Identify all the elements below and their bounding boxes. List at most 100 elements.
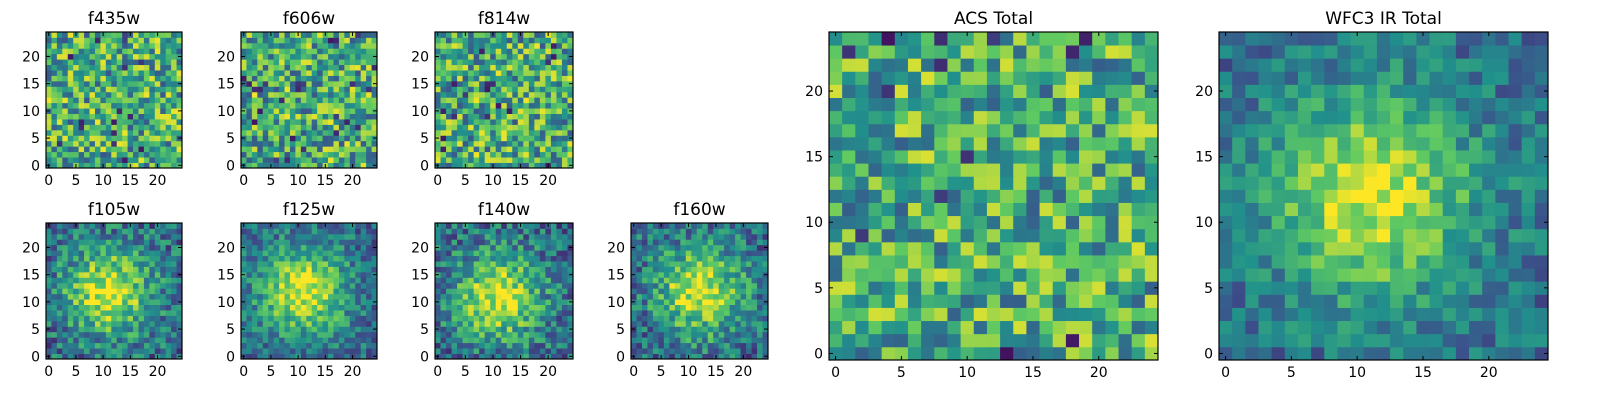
heatmap-cell bbox=[751, 239, 758, 246]
heatmap-cell bbox=[355, 97, 362, 104]
heatmap-cell bbox=[762, 293, 769, 300]
heatmap-cell bbox=[176, 228, 183, 235]
heatmap-cell bbox=[550, 266, 557, 273]
heatmap-cell bbox=[1026, 333, 1040, 348]
heatmap-cell bbox=[567, 255, 574, 262]
heatmap-cell bbox=[545, 91, 552, 98]
heatmap-cell bbox=[78, 233, 85, 240]
heatmap-cell bbox=[669, 239, 676, 246]
heatmap-cell bbox=[268, 37, 275, 44]
heatmap-cell bbox=[842, 202, 856, 217]
heatmap-cell bbox=[241, 228, 247, 235]
heatmap-cell bbox=[881, 202, 896, 217]
heatmap-cell bbox=[658, 233, 665, 240]
heatmap-cell bbox=[268, 113, 275, 120]
heatmap-cell bbox=[165, 331, 172, 338]
heatmap-cell bbox=[468, 266, 475, 273]
heatmap-cell bbox=[257, 266, 264, 273]
heatmap-cell bbox=[550, 42, 557, 49]
heatmap-cell bbox=[718, 261, 725, 267]
heatmap-cell bbox=[111, 75, 118, 82]
heatmap-cell bbox=[84, 70, 90, 76]
heatmap-cell bbox=[702, 271, 709, 278]
heatmap-cell bbox=[149, 239, 156, 246]
heatmap-cell bbox=[133, 348, 139, 354]
heatmap-cell bbox=[328, 157, 334, 163]
heatmap-cell bbox=[127, 239, 134, 246]
heatmap-cell bbox=[78, 353, 85, 360]
heatmap-cell bbox=[740, 326, 747, 333]
heatmap-cell bbox=[440, 250, 447, 257]
heatmap-cell bbox=[457, 157, 463, 163]
heatmap-cell bbox=[56, 315, 63, 322]
heatmap-cell bbox=[300, 32, 307, 38]
heatmap-cell bbox=[251, 108, 258, 114]
heatmap-cell bbox=[67, 108, 74, 114]
heatmap-cell bbox=[641, 239, 648, 246]
heatmap-cell bbox=[724, 320, 731, 327]
heatmap-cell bbox=[921, 215, 935, 230]
heatmap-cell bbox=[289, 331, 296, 338]
heatmap-cell bbox=[702, 326, 709, 333]
heatmap-cell bbox=[669, 310, 676, 316]
heatmap-cell bbox=[1013, 255, 1027, 269]
heatmap-cell bbox=[333, 348, 340, 354]
heatmap-cell bbox=[116, 113, 123, 120]
heatmap-cell bbox=[284, 59, 291, 66]
heatmap-cell bbox=[317, 244, 323, 251]
heatmap-cell bbox=[636, 271, 643, 278]
heatmap-cell bbox=[160, 146, 167, 153]
heatmap-cell bbox=[56, 250, 63, 257]
heatmap-cell bbox=[295, 250, 302, 257]
heatmap-cell bbox=[355, 64, 362, 71]
heatmap-cell bbox=[160, 239, 167, 246]
heatmap-cell bbox=[517, 331, 524, 338]
heatmap-cell bbox=[279, 64, 285, 71]
heatmap-cell bbox=[713, 239, 720, 246]
heatmap-cell bbox=[268, 261, 275, 267]
heatmap-cell bbox=[306, 140, 313, 147]
heatmap-cell bbox=[1052, 294, 1067, 308]
heatmap-cell bbox=[51, 353, 58, 360]
heatmap-cell bbox=[561, 239, 568, 246]
heatmap-cell bbox=[100, 348, 107, 354]
heatmap-cell bbox=[829, 215, 843, 230]
heatmap-cell bbox=[473, 353, 480, 360]
heatmap-cell bbox=[257, 32, 264, 38]
heatmap-cell bbox=[154, 342, 161, 349]
heatmap-cell bbox=[317, 32, 323, 38]
heatmap-cell bbox=[73, 277, 80, 284]
heatmap-cell bbox=[473, 80, 480, 87]
heatmap-cell bbox=[160, 42, 167, 49]
heatmap-cell bbox=[246, 80, 253, 87]
heatmap-cell bbox=[371, 320, 378, 327]
heatmap-cell bbox=[306, 135, 313, 142]
heatmap-cell bbox=[322, 299, 329, 305]
heatmap-cell bbox=[462, 48, 469, 55]
heatmap-cell bbox=[457, 129, 463, 136]
heatmap-cell bbox=[713, 342, 720, 349]
heatmap-cell bbox=[894, 189, 909, 203]
heatmap-cell bbox=[257, 331, 264, 338]
heatmap-cell bbox=[713, 255, 720, 262]
heatmap-cell bbox=[934, 320, 948, 335]
heatmap-cell bbox=[46, 91, 52, 98]
heatmap-cell bbox=[479, 250, 486, 257]
heatmap-cell bbox=[1105, 228, 1119, 243]
heatmap-cell bbox=[171, 233, 177, 240]
heatmap-cell bbox=[279, 162, 285, 169]
heatmap-cell bbox=[317, 261, 323, 267]
heatmap-cell bbox=[440, 244, 447, 251]
heatmap-cell bbox=[371, 157, 378, 163]
heatmap-cell bbox=[78, 97, 85, 104]
heatmap-cell bbox=[46, 151, 52, 158]
heatmap-cell bbox=[446, 108, 452, 114]
heatmap-cell bbox=[636, 233, 643, 240]
heatmap-cell bbox=[561, 108, 568, 114]
heatmap-cell bbox=[636, 353, 643, 360]
heatmap-cell bbox=[84, 337, 90, 344]
heatmap-cell bbox=[371, 233, 378, 240]
heatmap-cell bbox=[273, 310, 280, 316]
heatmap-cell bbox=[344, 140, 351, 147]
